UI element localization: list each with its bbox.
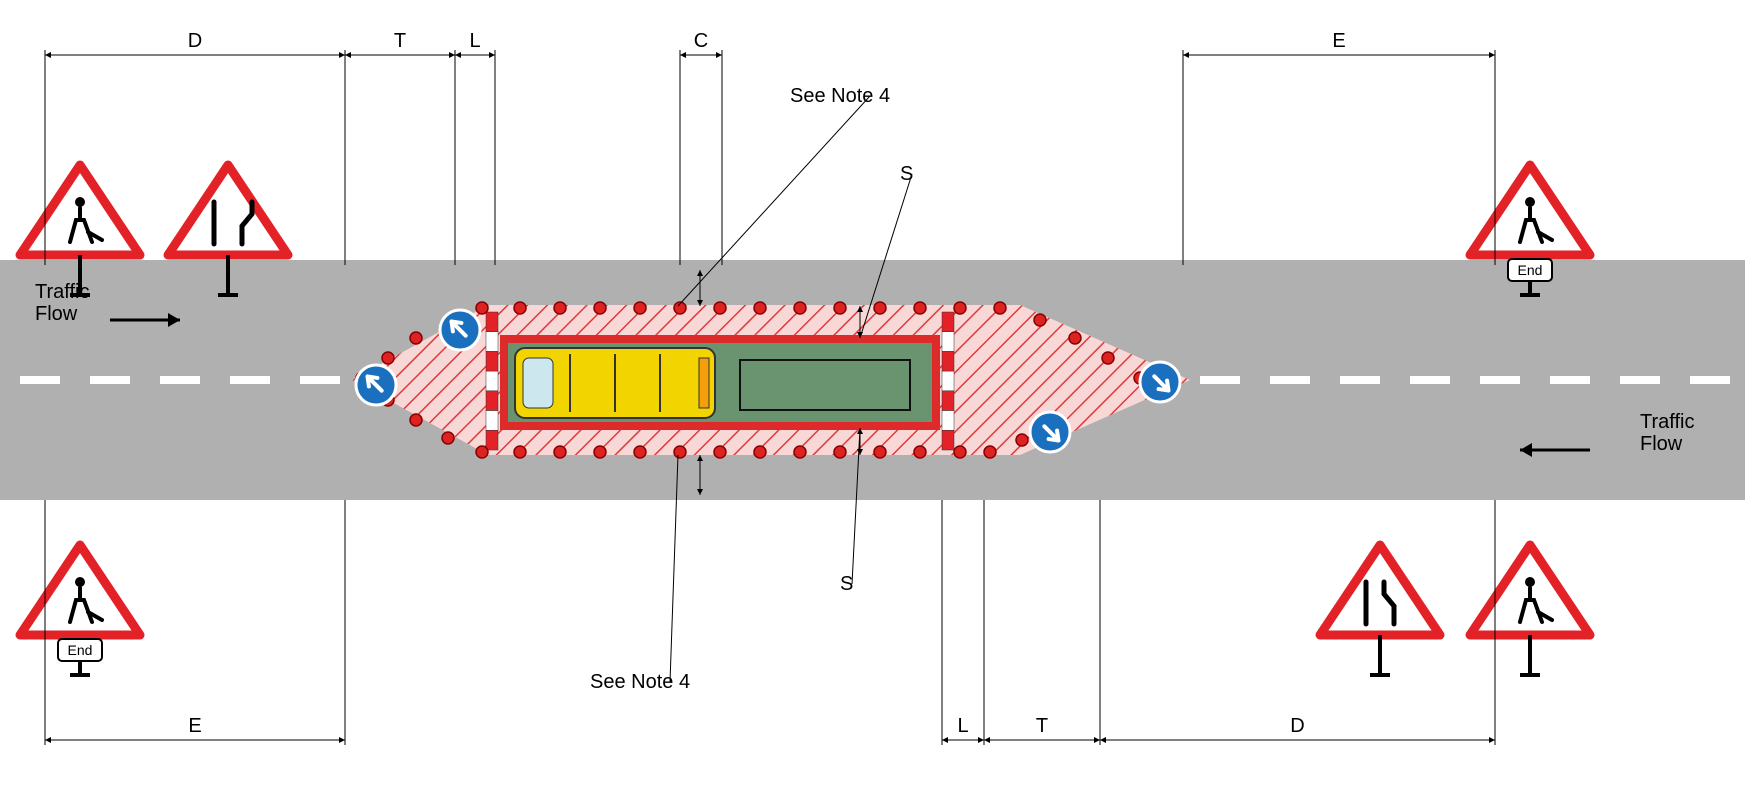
warning-roadworks-sign: [1470, 545, 1590, 675]
lane-dash: [1690, 376, 1730, 384]
dimension-label-L: L: [957, 715, 968, 737]
lane-dash: [160, 376, 200, 384]
cone: [954, 302, 966, 314]
cone: [634, 446, 646, 458]
dimension-label-T: T: [394, 30, 406, 52]
cone: [594, 302, 606, 314]
dimension-label-T: T: [1036, 715, 1048, 737]
lane-dash: [1480, 376, 1520, 384]
cone: [554, 302, 566, 314]
dimension-label-C: C: [694, 30, 708, 52]
dimension-label-D: D: [188, 30, 202, 52]
dimension-label-D: D: [1290, 715, 1304, 737]
lane-dash: [1200, 376, 1240, 384]
warning-narrow-right-sign: [1320, 545, 1440, 675]
cone: [674, 446, 686, 458]
lane-dash: [1620, 376, 1660, 384]
cone: [1016, 434, 1028, 446]
cone: [954, 446, 966, 458]
lane-dash: [230, 376, 270, 384]
warning-roadworks-sign: End: [20, 545, 140, 675]
cone: [382, 352, 394, 364]
svg-text:End: End: [1518, 262, 1543, 278]
annotation-label: See Note 4: [590, 671, 690, 693]
cone: [754, 446, 766, 458]
dimension-label-L: L: [469, 30, 480, 52]
dimension-label-E: E: [1332, 30, 1345, 52]
cone: [874, 446, 886, 458]
annotation-label: S: [900, 163, 913, 185]
cone: [994, 302, 1006, 314]
cone: [1102, 352, 1114, 364]
cone: [594, 446, 606, 458]
cone: [634, 302, 646, 314]
lane-dash: [90, 376, 130, 384]
cone: [834, 446, 846, 458]
cone: [1034, 314, 1046, 326]
cone: [476, 446, 488, 458]
cone: [874, 302, 886, 314]
cone: [714, 302, 726, 314]
cone: [834, 302, 846, 314]
cone: [410, 414, 422, 426]
cone: [514, 446, 526, 458]
cone: [442, 432, 454, 444]
cone: [554, 446, 566, 458]
lane-dash: [1340, 376, 1380, 384]
cone: [1069, 332, 1081, 344]
barrier: [486, 312, 498, 450]
svg-text:End: End: [68, 642, 93, 658]
lane-dash: [300, 376, 340, 384]
cone: [794, 446, 806, 458]
lane-dash: [20, 376, 60, 384]
cone: [984, 446, 996, 458]
annotation-label: See Note 4: [790, 85, 890, 107]
cone: [714, 446, 726, 458]
lane-dash: [1550, 376, 1590, 384]
barrier: [942, 312, 954, 450]
cone: [410, 332, 422, 344]
dimension-label-E: E: [188, 715, 201, 737]
works-vehicle: [515, 348, 715, 418]
lane-dash: [1410, 376, 1450, 384]
lane-dash: [1270, 376, 1310, 384]
cone: [754, 302, 766, 314]
cone: [914, 446, 926, 458]
cone: [476, 302, 488, 314]
annotation-label: S: [840, 573, 853, 595]
cone: [794, 302, 806, 314]
cone: [914, 302, 926, 314]
cone: [514, 302, 526, 314]
